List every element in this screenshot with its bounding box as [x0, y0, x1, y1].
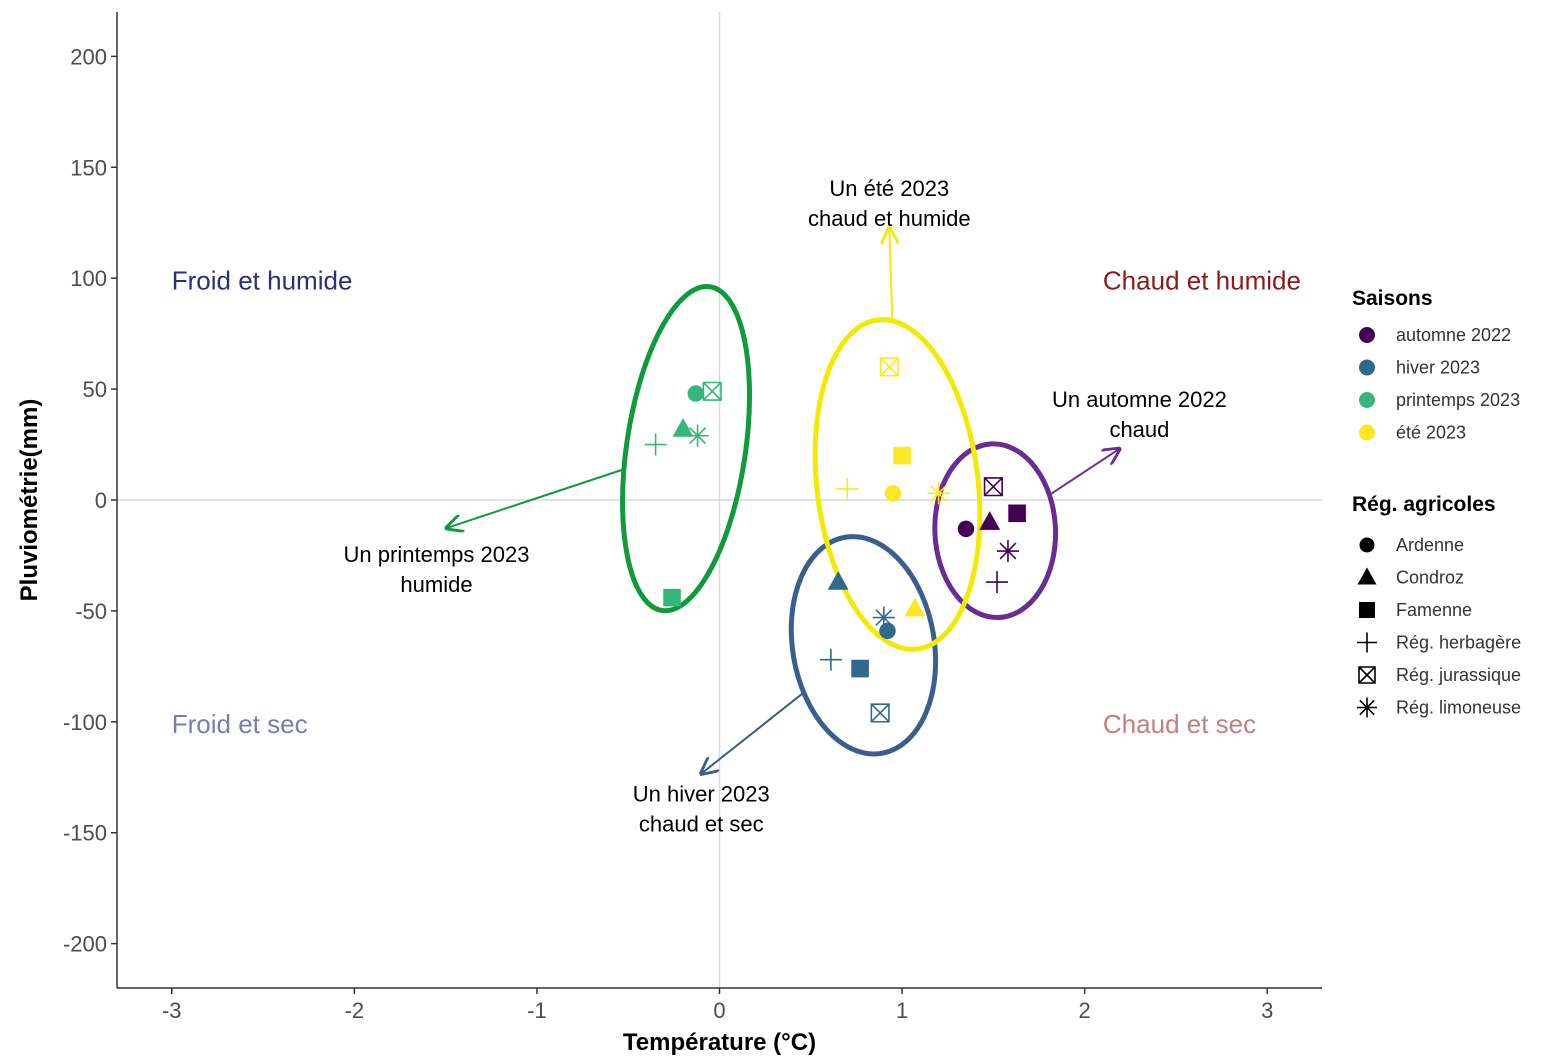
legend-label-region: Rég. limoneuse: [1396, 698, 1521, 718]
legend-key-region: [1359, 602, 1375, 618]
y-tick-label: -150: [63, 821, 107, 846]
data-point: [870, 703, 890, 723]
annotation-hiver-line: Un hiver 2023: [633, 782, 770, 807]
legend-key-season: [1359, 392, 1375, 408]
legend-key-season: [1359, 424, 1375, 441]
legend-key-region: [1359, 537, 1375, 553]
legend-label-season: automne 2022: [1396, 325, 1511, 345]
annotation-automne-line: Un automne 2022: [1052, 387, 1227, 412]
data-point: [904, 597, 926, 617]
data-point: [851, 659, 869, 678]
annotation-ete-line: Un été 2023: [829, 176, 949, 201]
quadrant-label-cs: Chaud et sec: [1103, 709, 1256, 739]
annotation-printemps-line: Un printemps 2023: [344, 542, 530, 567]
data-point: [819, 648, 842, 671]
annotation-hiver-line: chaud et sec: [639, 812, 764, 837]
legend-key-region: [1357, 697, 1377, 718]
data-point: [702, 381, 722, 401]
x-tick-label: -1: [527, 998, 547, 1023]
data-point: [672, 418, 694, 437]
annotation-arrow-ete: [889, 228, 892, 321]
legend-key-region: [1357, 632, 1377, 653]
data-point: [893, 446, 911, 465]
annotation-ete-line: chaud et humide: [808, 206, 971, 231]
annotation-arrow-automne: [1048, 449, 1119, 496]
data-point: [884, 485, 902, 502]
data-point: [663, 588, 681, 607]
legend-label-season: été 2023: [1396, 423, 1466, 443]
data-point: [687, 385, 705, 402]
axes: -3 -2 -1 0 1 2 3 -200 -150 -100 -50 0 50 100 150 200 Tem…: [16, 12, 1322, 1056]
ellipse-automne-2022: [932, 441, 1059, 621]
data-point: [879, 357, 899, 377]
data-point: [979, 511, 1001, 530]
legend-key-season: [1359, 327, 1375, 343]
data-point: [879, 622, 896, 640]
y-tick-label: 100: [70, 266, 107, 291]
annotation-printemps-line: humide: [400, 572, 472, 597]
legend-label-region: Rég. herbagère: [1396, 633, 1521, 653]
y-tick-label: -200: [63, 932, 107, 957]
ellipse-ete-2023: [812, 317, 983, 652]
y-tick-label: -100: [63, 710, 107, 735]
data-point: [1008, 504, 1026, 523]
legend-label-region: Condroz: [1396, 568, 1464, 588]
data-point: [836, 477, 859, 500]
x-tick-label: 2: [1079, 998, 1091, 1023]
quadrant-label-fs: Froid et sec: [172, 709, 308, 739]
data-point: [983, 477, 1003, 497]
x-tick-label: -2: [345, 998, 365, 1023]
y-axis-title: Pluviométrie(mm): [16, 399, 43, 602]
annotations: Un printemps 2023 humide Un été 2023 chaud …: [344, 176, 1227, 837]
data-point: [927, 482, 950, 505]
annotation-arrow-hiver: [701, 691, 805, 774]
season-ellipses: [620, 283, 1059, 757]
data-point: [644, 433, 667, 456]
y-tick-label: 0: [95, 488, 107, 513]
data-point: [957, 520, 975, 538]
legend-title-regions: Rég. agricoles: [1352, 493, 1496, 516]
y-tick-label: 50: [83, 377, 107, 402]
data-point: [827, 571, 849, 590]
quadrant-label-fh: Froid et humide: [172, 265, 353, 295]
data-points: [644, 357, 1026, 723]
y-tick-label: 200: [70, 44, 107, 69]
legend-title-seasons: Saisons: [1352, 287, 1433, 310]
y-tick-label: -50: [75, 599, 107, 624]
x-tick-label: -3: [162, 998, 182, 1023]
legend-key-region: [1358, 666, 1376, 684]
x-tick-label: 1: [896, 998, 908, 1023]
x-tick-label: 3: [1261, 998, 1273, 1023]
data-point: [686, 424, 709, 447]
data-point: [996, 540, 1019, 563]
legend-label-season: printemps 2023: [1396, 390, 1520, 410]
annotation-arrow-printemps: [447, 468, 625, 528]
legend-label-season: hiver 2023: [1396, 358, 1480, 378]
ellipse-hiver-2023: [788, 534, 939, 757]
x-axis-title: Température (°C): [623, 1029, 816, 1056]
legend-label-region: Famenne: [1396, 600, 1472, 620]
ellipse-printemps-2023: [620, 283, 753, 614]
legend-key-region: [1357, 567, 1377, 585]
data-point: [872, 606, 895, 629]
y-tick-label: 150: [70, 155, 107, 180]
legend-label-region: Rég. jurassique: [1396, 665, 1521, 685]
legend-key-season: [1359, 359, 1375, 376]
quadrant-label-ch: Chaud et humide: [1103, 265, 1301, 295]
x-tick-label: 0: [713, 998, 725, 1023]
legend: Saisons automne 2022 hiver 2023 printemps 2…: [1352, 287, 1521, 718]
annotation-automne-line: chaud: [1109, 417, 1169, 442]
legend-label-region: Ardenne: [1396, 535, 1464, 555]
data-point: [986, 571, 1009, 594]
